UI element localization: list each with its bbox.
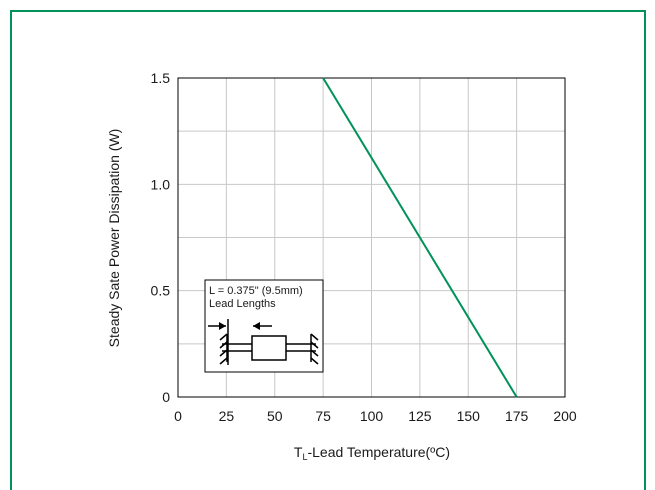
y-tick-label: 1.5: [151, 70, 171, 86]
y-tick-labels: 0 0.5 1.0 1.5: [151, 70, 171, 405]
x-axis-label-main: T: [294, 444, 303, 460]
series: [322, 77, 518, 398]
x-tick-labels: 0 25 50 75 100 125 150 175 200: [174, 408, 577, 424]
x-axis-label-sub: L: [302, 452, 307, 462]
inset-line1: L = 0.375" (9.5mm): [209, 285, 303, 297]
lead-length-inset: L = 0.375" (9.5mm) Lead Lengths: [204, 279, 324, 373]
x-tick-label: 150: [457, 408, 481, 424]
x-tick-label: 100: [360, 408, 384, 424]
x-tick-label: 175: [505, 408, 529, 424]
x-tick-label: 0: [174, 408, 182, 424]
series-line: [322, 77, 518, 398]
x-tick-label: 200: [553, 408, 577, 424]
x-tick-label: 25: [219, 408, 235, 424]
x-axis-label: TL-Lead Temperature(ºC): [294, 444, 450, 462]
diode-diagram: [208, 319, 319, 365]
x-tick-label: 50: [267, 408, 283, 424]
plot-border: [177, 77, 566, 398]
inset-line2: Lead Lengths: [209, 298, 276, 310]
y-tick-label: 1.0: [151, 176, 171, 192]
chart-frame: [10, 10, 646, 490]
y-tick-label: 0: [162, 389, 170, 405]
y-tick-label: 0.5: [151, 283, 171, 299]
x-axis-label-rest: -Lead Temperature(ºC): [307, 444, 450, 460]
x-tick-label: 125: [408, 408, 432, 424]
x-tick-label: 75: [315, 408, 331, 424]
y-axis-label: Steady Sate Power Dissipation (W): [106, 129, 122, 348]
